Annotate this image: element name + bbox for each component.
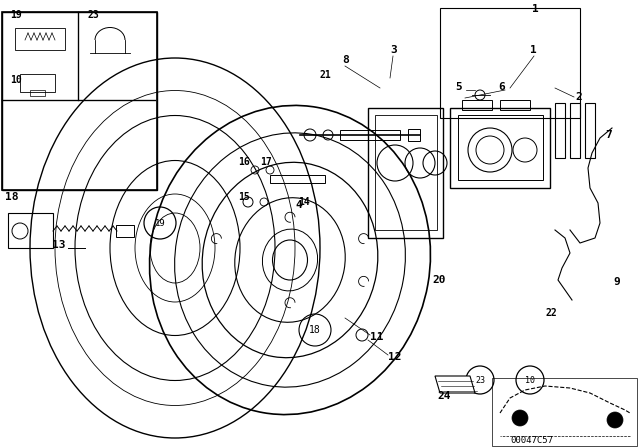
- Bar: [408, 129, 420, 141]
- Bar: [462, 100, 492, 110]
- Text: 2: 2: [575, 92, 582, 102]
- Text: 22: 22: [545, 308, 557, 318]
- Text: 19: 19: [10, 10, 22, 20]
- Text: 9: 9: [613, 277, 620, 287]
- Bar: [440, 8, 580, 118]
- Bar: [450, 108, 550, 188]
- Text: 1: 1: [530, 45, 537, 55]
- Bar: [2, 12, 157, 190]
- Bar: [116, 225, 134, 237]
- Bar: [458, 115, 543, 180]
- Bar: [30, 90, 45, 96]
- Text: 10: 10: [525, 375, 535, 384]
- Bar: [368, 108, 443, 238]
- Text: 16: 16: [238, 157, 250, 167]
- Text: 18: 18: [5, 192, 19, 202]
- Text: 20: 20: [432, 275, 445, 285]
- Circle shape: [607, 412, 623, 428]
- Text: 21: 21: [320, 70, 332, 80]
- Text: 4: 4: [295, 200, 301, 210]
- Text: 19: 19: [155, 219, 165, 228]
- Bar: [500, 100, 530, 110]
- Bar: [375, 115, 437, 230]
- Text: 15: 15: [238, 192, 250, 202]
- Text: 11: 11: [370, 332, 383, 342]
- Bar: [15, 28, 65, 50]
- Text: 18: 18: [309, 325, 321, 335]
- Polygon shape: [435, 376, 475, 393]
- Text: 14: 14: [298, 197, 310, 207]
- Text: 3: 3: [390, 45, 397, 55]
- Bar: [555, 103, 565, 158]
- Text: 23: 23: [88, 10, 100, 20]
- Bar: [20, 74, 55, 92]
- Bar: [492, 378, 637, 446]
- Bar: [570, 103, 580, 158]
- Text: 5: 5: [455, 82, 461, 92]
- Text: 6: 6: [498, 82, 505, 92]
- Text: 23: 23: [475, 375, 485, 384]
- Bar: [585, 103, 595, 158]
- Text: 10: 10: [10, 75, 22, 85]
- Bar: [8, 213, 53, 248]
- Text: 24: 24: [437, 391, 451, 401]
- Bar: [270, 175, 325, 183]
- Text: 7: 7: [605, 130, 612, 140]
- Circle shape: [512, 410, 528, 426]
- Bar: [340, 130, 400, 140]
- Text: 00047C57: 00047C57: [510, 436, 553, 445]
- Text: 8: 8: [342, 55, 349, 65]
- Bar: [2, 12, 157, 190]
- Text: 1: 1: [532, 4, 539, 14]
- Text: 13: 13: [52, 240, 65, 250]
- Text: 12: 12: [388, 352, 401, 362]
- Text: 17: 17: [260, 157, 272, 167]
